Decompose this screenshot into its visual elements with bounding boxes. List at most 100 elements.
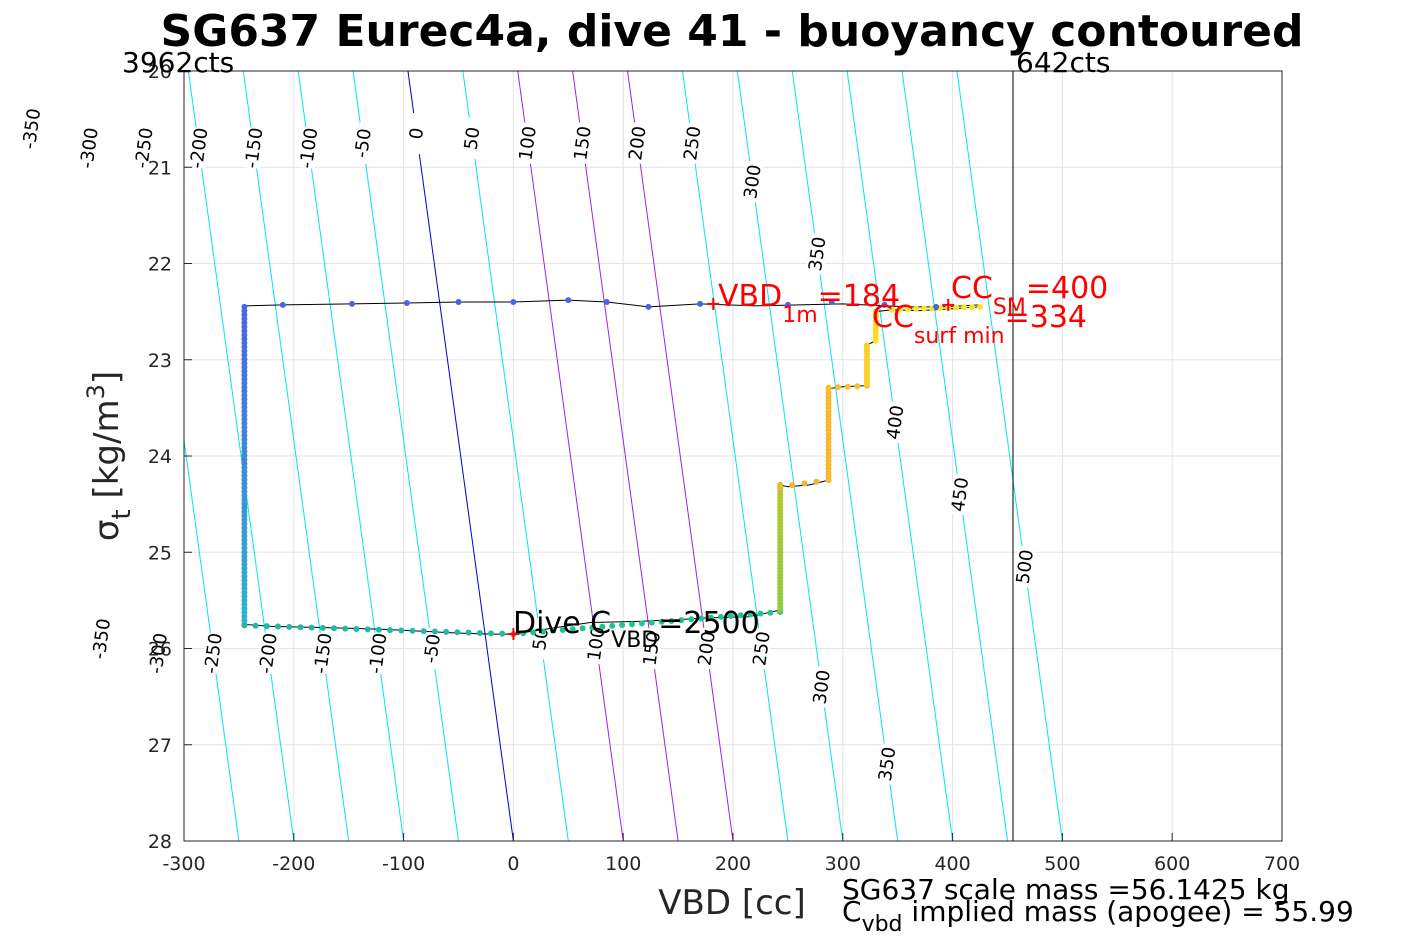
dive-point: [835, 384, 842, 391]
x-tick-label: 700: [1264, 853, 1300, 875]
surface-point: [828, 299, 835, 305]
surface-point: [603, 299, 610, 305]
contour-label: 250: [749, 630, 774, 667]
contour-label: 500: [1013, 548, 1038, 585]
surface-point: [455, 299, 462, 305]
x-axis-label: VBD [cc]: [658, 883, 806, 923]
y-tick-label: 21: [148, 157, 172, 179]
chart-title: SG637 Eurec4a, dive 41 - buoyancy contou…: [161, 6, 1304, 57]
contour-label-bg: [351, 122, 375, 165]
dive-point: [863, 342, 870, 349]
vbd-1m-annotation: VBD1m=184: [718, 279, 900, 328]
dive-points: [241, 297, 984, 638]
dive-point: [599, 623, 606, 630]
x-tick-label: -300: [162, 853, 205, 875]
dive-point: [241, 622, 248, 629]
surface-point: [279, 301, 286, 308]
contour-label-bg: [132, 126, 156, 170]
y-axis-superscript: 3: [82, 384, 110, 399]
contour-label-bg: [77, 126, 101, 170]
dive-point: [668, 617, 675, 624]
surface-point: [403, 299, 410, 306]
dive-point: [499, 630, 506, 637]
contour-label: 0: [406, 127, 428, 141]
dive-point: [530, 629, 537, 636]
dive-point: [353, 626, 360, 633]
dive-point: [789, 482, 796, 489]
dive-point: [747, 611, 754, 618]
contour-label: -350: [89, 617, 115, 660]
dive-point: [638, 620, 645, 627]
contour-line: [956, 71, 1063, 841]
y-tick-label: 24: [148, 446, 172, 468]
dive-point: [559, 626, 566, 633]
dive-point: [678, 617, 685, 624]
y-axis-symbol: σ: [87, 520, 127, 542]
contour-label-bg: [460, 117, 484, 160]
contour-label: 200: [694, 630, 719, 667]
contour-label: 250: [680, 125, 705, 162]
contour-line: [352, 71, 459, 841]
contour-label-bg: [584, 622, 608, 665]
x-tick-label: 0: [507, 853, 519, 875]
dive-point: [727, 613, 734, 620]
contour-label: 300: [740, 163, 765, 200]
y-tick-label: 20: [148, 61, 172, 83]
dive-point: [520, 630, 527, 637]
y-axis-subscript: t: [107, 509, 137, 519]
dive-point: [409, 627, 416, 634]
dive-point: [569, 626, 576, 633]
contour-label: -350: [19, 107, 45, 150]
contour-label: 50: [461, 126, 485, 152]
contour-label-bg: [146, 632, 170, 675]
y-tick-label: 27: [148, 735, 172, 757]
contour-label: -400: [0, 184, 1, 227]
surface-point: [697, 300, 704, 307]
dive-point: [969, 304, 976, 311]
contour-line: [407, 71, 514, 841]
y-tick-label: 28: [148, 831, 172, 853]
contour-label-bg: [201, 632, 225, 675]
dive-point: [589, 624, 596, 631]
contour-line: [517, 71, 624, 841]
y-tick-label: 23: [148, 350, 172, 372]
contour-label-bg: [695, 627, 719, 670]
dive-point: [825, 384, 832, 391]
dive-point: [767, 609, 774, 616]
y-tick-label: 22: [148, 254, 172, 276]
dive-point: [953, 304, 960, 311]
contour-line: [187, 71, 295, 841]
dive-point: [454, 629, 461, 636]
dive-point: [913, 305, 920, 312]
x-tick-label: 600: [1154, 853, 1190, 875]
dive-point: [275, 623, 282, 630]
contour-label-bg: [256, 632, 280, 675]
contour-label-bg: [640, 627, 664, 670]
contour-label: -50: [420, 633, 445, 665]
dive-point: [286, 623, 293, 630]
contour-labels: -500-450-400-350-300-250-200-150-100-500…: [0, 107, 1038, 786]
dive-point: [443, 628, 450, 635]
dive-point: [297, 624, 304, 631]
contour-label: 150: [639, 630, 664, 667]
contour-label-bg: [875, 742, 899, 786]
svg-text:σt [kg/m3]: σt [kg/m3]: [82, 371, 137, 541]
contour-line: [462, 71, 569, 841]
contour-label-bg: [366, 632, 390, 675]
contour-label-bg: [19, 107, 44, 150]
dive-point: [420, 628, 427, 635]
left-count-label: 3962cts: [122, 46, 234, 79]
surface-point: [348, 300, 355, 307]
contour-label-bg: [810, 665, 834, 709]
dive-point: [889, 306, 896, 313]
dive-point: [398, 627, 405, 634]
x-tick-label: -100: [382, 853, 425, 875]
contour-line: [627, 71, 734, 841]
contour-label: 300: [809, 669, 834, 706]
contour-label-bg: [740, 160, 765, 203]
dive-point: [813, 478, 820, 485]
surface-point: [881, 301, 888, 308]
contour-label-bg: [297, 126, 321, 170]
contour-label-bg: [883, 401, 907, 444]
